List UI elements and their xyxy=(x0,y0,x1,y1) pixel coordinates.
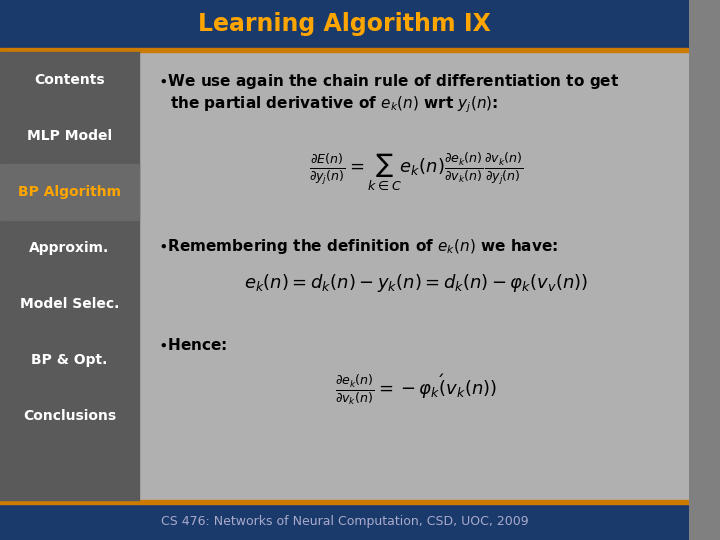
Text: Model Selec.: Model Selec. xyxy=(19,297,119,311)
Bar xyxy=(0,164,139,220)
Bar xyxy=(0,52,689,500)
Text: BP & Opt.: BP & Opt. xyxy=(31,353,107,367)
Bar xyxy=(0,504,689,540)
Bar xyxy=(0,0,689,48)
Bar xyxy=(0,52,139,500)
Bar xyxy=(0,48,689,52)
Text: Approxim.: Approxim. xyxy=(30,241,109,255)
Text: MLP Model: MLP Model xyxy=(27,129,112,143)
Text: the partial derivative of $e_k(n)$ wrt $y_j(n)$:: the partial derivative of $e_k(n)$ wrt $… xyxy=(171,94,498,114)
Text: Conclusions: Conclusions xyxy=(23,409,116,423)
Text: $\bullet$Hence:: $\bullet$Hence: xyxy=(158,337,228,353)
Text: $\frac{\partial E(n)}{\partial y_j(n)} = \sum_{k \in C} e_k(n)\frac{\partial e_k: $\frac{\partial E(n)}{\partial y_j(n)} =… xyxy=(309,152,523,193)
Text: Contents: Contents xyxy=(34,73,104,87)
Text: $\bullet$We use again the chain rule of differentiation to get: $\bullet$We use again the chain rule of … xyxy=(158,72,619,91)
Text: $\frac{\partial e_k(n)}{\partial v_k(n)} = -\varphi_k\'(v_k(n))$: $\frac{\partial e_k(n)}{\partial v_k(n)}… xyxy=(335,372,498,407)
Text: CS 476: Networks of Neural Computation, CSD, UOC, 2009: CS 476: Networks of Neural Computation, … xyxy=(161,516,528,529)
Text: $\bullet$Remembering the definition of $e_k(n)$ we have:: $\bullet$Remembering the definition of $… xyxy=(158,237,558,256)
Text: $e_k(n) = d_k(n) - y_k(n) = d_k(n) - \varphi_k(v_v(n))$: $e_k(n) = d_k(n) - y_k(n) = d_k(n) - \va… xyxy=(244,272,588,294)
Bar xyxy=(0,500,689,504)
Text: BP Algorithm: BP Algorithm xyxy=(18,185,121,199)
Text: Learning Algorithm IX: Learning Algorithm IX xyxy=(198,12,491,36)
